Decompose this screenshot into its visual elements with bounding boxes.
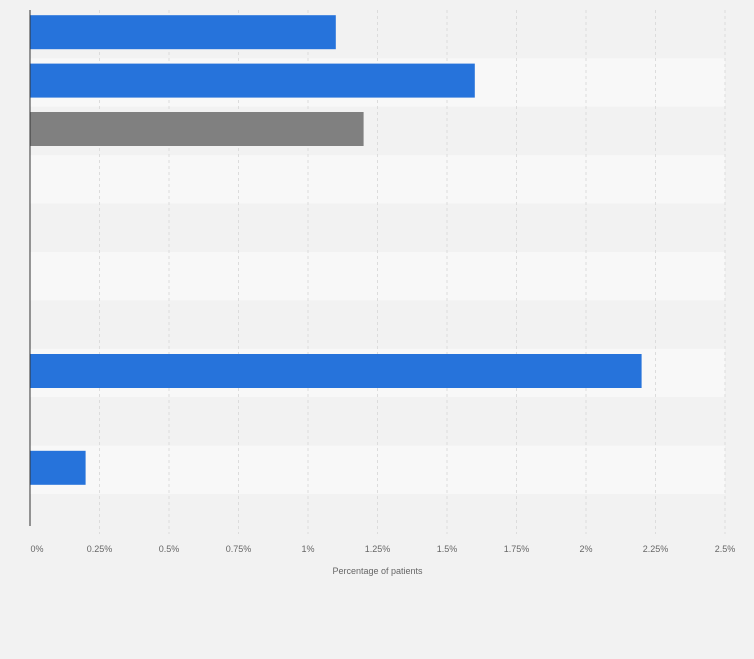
x-tick-label: 0.25%: [87, 544, 113, 554]
bar[interactable]: [30, 112, 364, 146]
bar[interactable]: [30, 15, 336, 50]
x-tick-label: 0%: [30, 544, 43, 554]
x-tick-label: 2.5%: [715, 544, 736, 554]
x-tick-label: 2.25%: [643, 544, 669, 554]
x-tick-label: 1.25%: [365, 544, 391, 554]
x-tick-label: 0.5%: [159, 544, 180, 554]
bar[interactable]: [30, 354, 642, 388]
bars: [30, 15, 642, 485]
bar[interactable]: [30, 450, 86, 485]
x-axis-label: Percentage of patients: [332, 566, 423, 576]
x-tick-label: 2%: [579, 544, 592, 554]
x-tick-label: 1%: [301, 544, 314, 554]
x-tick-labels: 0% 0.25% 0.5% 0.75% 1% 1.25% 1.5% 1.75% 2% 2.25% 2…: [30, 544, 735, 554]
x-tick-label: 0.75%: [226, 544, 252, 554]
bar[interactable]: [30, 63, 475, 98]
x-tick-label: 1.5%: [437, 544, 458, 554]
x-tick-label: 1.75%: [504, 544, 530, 554]
